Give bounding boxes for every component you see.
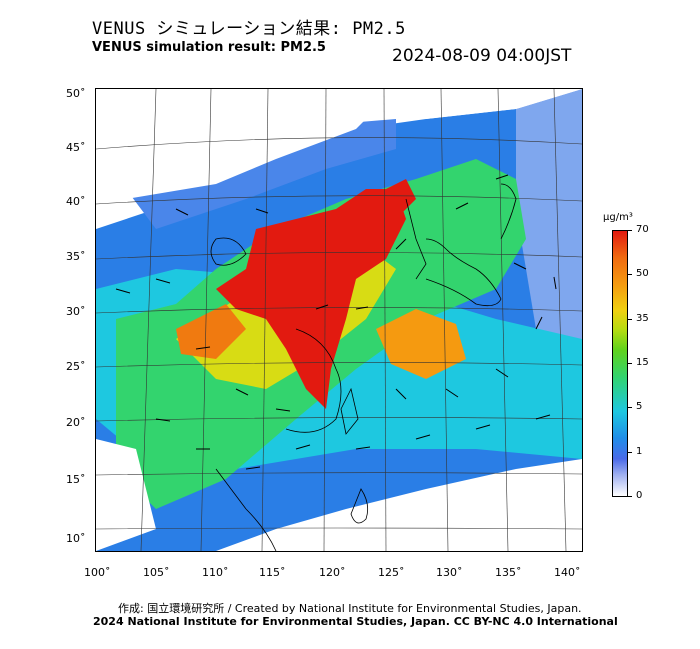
colorbar-tick	[627, 230, 632, 231]
lon-tick-135: 135˚	[495, 566, 522, 579]
colorbar-tick	[627, 452, 632, 453]
colorbar-tick	[627, 496, 632, 497]
lon-tick-125: 125˚	[378, 566, 405, 579]
colorbar-unit: μg/m³	[603, 212, 633, 223]
pm25-map	[95, 88, 583, 552]
colorbar-label-70: 70	[636, 224, 649, 235]
field-light-blue	[126, 119, 396, 229]
title-japanese: VENUS シミュレーション結果: PM2.5	[92, 19, 406, 39]
concentration-field	[96, 89, 582, 551]
colorbar-label-50: 50	[636, 268, 649, 279]
colorbar-tick	[627, 319, 632, 320]
lat-tick-10: 10˚	[66, 532, 86, 545]
lat-tick-20: 20˚	[66, 416, 86, 429]
lon-tick-115: 115˚	[259, 566, 286, 579]
title-english: VENUS simulation result: PM2.5	[92, 40, 326, 55]
map-svg	[96, 89, 582, 551]
lat-tick-40: 40˚	[66, 195, 86, 208]
lat-tick-35: 35˚	[66, 250, 86, 263]
lon-tick-110: 110˚	[202, 566, 229, 579]
field-blank-sw	[96, 439, 156, 551]
lon-tick-120: 120˚	[319, 566, 346, 579]
coastlines	[210, 183, 517, 551]
lat-tick-30: 30˚	[66, 305, 86, 318]
colorbar-tick	[627, 407, 632, 408]
lon-tick-100: 100˚	[84, 566, 111, 579]
colorbar-label-5: 5	[636, 401, 643, 412]
lon-tick-130: 130˚	[436, 566, 463, 579]
lat-tick-45: 45˚	[66, 141, 86, 154]
field-pale-east	[516, 89, 582, 349]
field-orange	[376, 309, 466, 379]
wind-vectors	[115, 174, 557, 470]
colorbar-label-1: 1	[636, 446, 643, 457]
colorbar-label-0: 0	[636, 490, 643, 501]
field-blank-nw	[96, 89, 396, 209]
colorbar-tick	[627, 274, 632, 275]
lat-tick-25: 25˚	[66, 360, 86, 373]
footer-credit: 作成: 国立環境研究所 / Created by National Instit…	[118, 602, 582, 615]
colorbar-tick	[627, 363, 632, 364]
lon-tick-140: 140˚	[554, 566, 581, 579]
lat-tick-50: 50˚	[66, 87, 86, 100]
timestamp: 2024-08-09 04:00JST	[392, 46, 572, 66]
lat-tick-15: 15˚	[66, 473, 86, 486]
lon-tick-105: 105˚	[143, 566, 170, 579]
colorbar-label-35: 35	[636, 313, 649, 324]
field-red-north	[386, 179, 416, 219]
field-orange-west	[176, 304, 246, 359]
footer-license: 2024 National Institute for Environmenta…	[93, 615, 618, 628]
colorbar	[612, 230, 628, 497]
field-blank-ne	[396, 89, 582, 119]
field-red	[216, 189, 406, 409]
colorbar-label-15: 15	[636, 357, 649, 368]
